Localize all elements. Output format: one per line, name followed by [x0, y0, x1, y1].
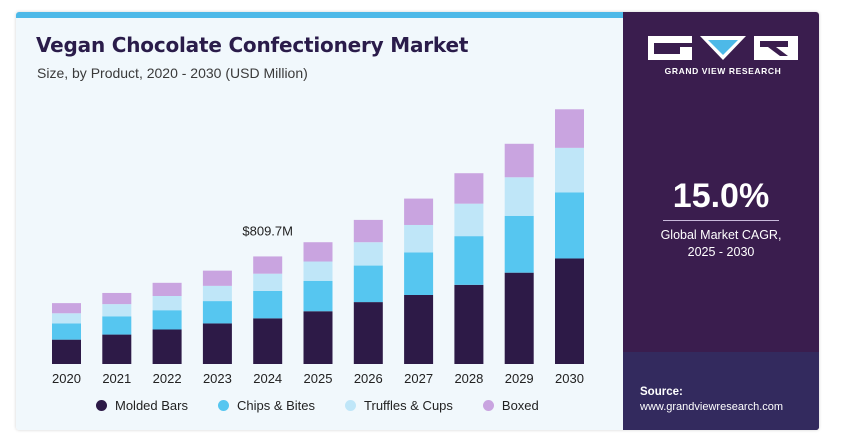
accent-bar: [16, 12, 623, 18]
data-label: $809.7M: [242, 223, 293, 238]
gvr-logo: GRAND VIEW RESEARCH: [648, 36, 798, 76]
x-tick-label: 2029: [505, 371, 534, 386]
legend-item: Truffles & Cups: [345, 398, 453, 413]
bar-segment-2027-3: [404, 198, 434, 225]
bar-segment-2022-1: [152, 310, 182, 330]
legend-item: Chips & Bites: [217, 398, 316, 413]
x-tick-label: 2027: [404, 371, 433, 386]
bar-segment-2020-3: [52, 303, 81, 314]
bar-segment-2023-3: [202, 270, 232, 286]
x-tick-label: 2030: [555, 371, 584, 386]
bar-segment-2024-0: [253, 318, 283, 364]
cagr-label: Global Market CAGR, 2025 - 2030: [623, 227, 819, 261]
bar-segment-2021-2: [102, 304, 132, 317]
bar-segment-2021-3: [102, 292, 132, 305]
bar-segment-2027-0: [404, 294, 434, 364]
bar-segment-2028-0: [454, 284, 484, 364]
legend-item: Boxed: [482, 398, 539, 413]
bar-segment-2030-2: [555, 147, 584, 193]
infographic-card: Vegan Chocolate Confectionery Market Siz…: [16, 12, 819, 430]
legend-swatch: [96, 400, 107, 411]
bar-segment-2022-3: [152, 282, 182, 297]
bar-segment-2023-1: [202, 301, 232, 324]
bar-segment-2029-0: [504, 272, 534, 364]
bar-segment-2030-3: [555, 109, 584, 148]
brand-name: GRAND VIEW RESEARCH: [664, 66, 782, 76]
legend-swatch: [345, 400, 357, 411]
bar-segment-2020-2: [52, 313, 81, 324]
bar-segment-2023-0: [202, 323, 232, 364]
chart-title: Vegan Chocolate Confectionery Market: [36, 33, 469, 57]
x-tick-label: 2020: [52, 371, 81, 386]
bar-segment-2024-2: [253, 273, 283, 291]
bar-segment-2020-1: [52, 323, 81, 340]
bar-segment-2026-1: [353, 265, 383, 303]
bar-segment-2027-2: [404, 224, 434, 253]
legend-label: Chips & Bites: [236, 398, 316, 413]
x-tick-label: 2022: [153, 371, 182, 386]
bar-segment-2025-2: [303, 261, 333, 281]
source-band: [623, 352, 819, 430]
legend-swatch: [217, 400, 229, 411]
x-tick-label: 2026: [354, 371, 383, 386]
bar-segment-2021-1: [102, 316, 132, 335]
legend-label: Truffles & Cups: [364, 398, 453, 413]
bar-segment-2022-0: [152, 329, 182, 364]
bar-segment-2028-3: [454, 173, 484, 204]
bar-segment-2029-2: [504, 177, 534, 216]
bar-segment-2025-1: [303, 280, 333, 312]
bar-segment-2029-3: [504, 143, 534, 178]
bar-segment-2025-0: [303, 311, 333, 364]
cagr-divider: [663, 220, 779, 221]
bar-segment-2024-3: [253, 256, 283, 274]
bar-segment-2030-0: [555, 258, 584, 364]
bar-segment-2020-0: [52, 339, 81, 364]
chart-legend: Molded Bars Chips & Bites Truffles & Cups B…: [96, 398, 539, 413]
chart-subtitle: Size, by Product, 2020 - 2030 (USD Milli…: [37, 65, 308, 81]
legend-label: Boxed: [501, 398, 539, 413]
bar-segment-2024-1: [253, 290, 283, 319]
gvr-logo-icon: [648, 36, 798, 60]
bar-segment-2029-1: [504, 215, 534, 273]
bar-segment-2021-0: [102, 334, 132, 364]
cagr-label-line1: Global Market CAGR,: [660, 228, 782, 242]
bar-segment-2026-0: [353, 302, 383, 364]
bar-segment-2030-1: [555, 192, 584, 259]
bar-segment-2028-2: [454, 203, 484, 237]
bar-segment-2026-3: [353, 219, 383, 243]
x-tick-label: 2025: [304, 371, 333, 386]
bar-segment-2022-2: [152, 296, 182, 311]
chart-panel: Vegan Chocolate Confectionery Market Siz…: [16, 12, 623, 430]
bar-segment-2028-1: [454, 236, 484, 285]
legend-label: Molded Bars: [115, 398, 188, 413]
bar-segment-2023-2: [202, 285, 232, 302]
source-label: Source:: [640, 386, 683, 398]
x-tick-label: 2021: [102, 371, 131, 386]
cagr-value: 15.0%: [672, 177, 770, 215]
cagr-label-line2: 2025 - 2030: [687, 245, 755, 259]
bar-segment-2025-3: [303, 242, 333, 262]
x-tick-label: 2023: [203, 371, 232, 386]
source-link[interactable]: www.grandviewresearch.com: [640, 401, 784, 413]
bar-segment-2027-1: [404, 252, 434, 295]
brand-panel: GRAND VIEW RESEARCH 15.0% Global Market …: [623, 12, 819, 430]
legend-item: Molded Bars: [96, 398, 188, 413]
bar-segment-2026-2: [353, 242, 383, 266]
x-tick-label: 2024: [253, 371, 282, 386]
x-tick-label: 2028: [454, 371, 483, 386]
legend-swatch: [482, 400, 494, 411]
stacked-bar-chart: 2020 2021 2022 2023 2024 $809.7M 2025 2026 2027 2…: [52, 109, 584, 386]
